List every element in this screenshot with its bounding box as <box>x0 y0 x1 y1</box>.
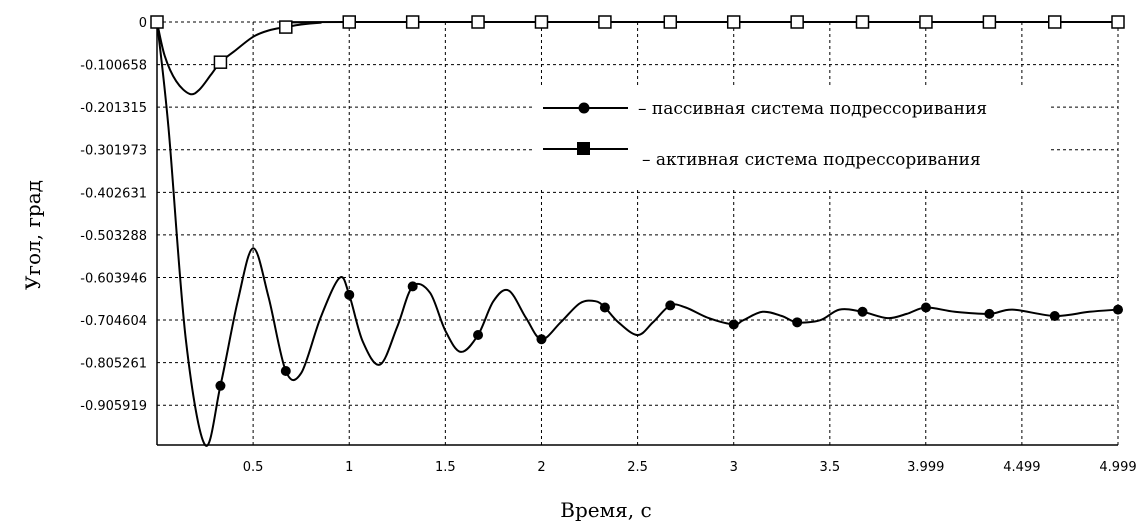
y-tick-label: 0 <box>139 16 147 31</box>
x-axis-title: Время, с <box>560 498 651 522</box>
y-axis-title: Угол, град <box>21 180 45 290</box>
data-point-active <box>982 15 997 29</box>
x-tick-label: 3.999 <box>907 460 944 475</box>
data-point-passive <box>665 300 676 311</box>
legend-marker-passive-icon <box>578 102 590 114</box>
data-point-active <box>1111 15 1125 29</box>
data-point-passive <box>920 302 931 313</box>
series-line-active <box>156 20 1119 96</box>
data-point-passive <box>792 317 803 328</box>
data-point-active <box>405 15 420 29</box>
data-point-passive <box>280 365 291 376</box>
series-markers <box>150 15 1125 391</box>
data-point-active <box>534 15 549 29</box>
data-point-active <box>790 15 804 29</box>
data-point-active <box>663 15 678 29</box>
legend-label-active: – активная система подрессоривания <box>642 150 981 170</box>
x-tick-label: 4.999 <box>1099 460 1136 475</box>
data-point-active <box>855 15 870 29</box>
data-point-active <box>213 55 228 69</box>
data-point-passive <box>215 380 226 391</box>
data-point-passive <box>599 302 610 313</box>
data-point-passive <box>407 281 418 292</box>
x-tick-label: 1.5 <box>435 460 456 475</box>
x-tick-label: 3 <box>730 460 738 475</box>
data-point-active <box>150 15 164 29</box>
y-tick-label: -0.905919 <box>80 399 147 414</box>
legend-marker-active-icon <box>577 142 590 155</box>
y-tick-label: -0.603946 <box>80 271 147 286</box>
x-tick-label: 3.5 <box>819 460 840 475</box>
y-tick-label: -0.301973 <box>80 144 147 159</box>
y-tick-label: -0.402631 <box>80 186 147 201</box>
x-tick-label: 0.5 <box>243 460 264 475</box>
data-point-passive <box>473 330 484 341</box>
y-tick-label: -0.100658 <box>80 59 147 74</box>
data-point-passive <box>1113 304 1123 315</box>
x-tick-labels: 0.5 1 1.5 2 2.5 3 3.5 3.999 4.499 4.999 <box>243 460 1137 475</box>
data-point-passive <box>984 308 995 319</box>
legend: – пассивная система подрессоривания – ак… <box>535 88 1050 188</box>
data-point-active <box>1048 15 1062 29</box>
data-point-passive <box>344 289 355 300</box>
x-tick-label: 1 <box>345 460 353 475</box>
y-tick-label: -0.704604 <box>80 314 147 329</box>
legend-background <box>535 88 1050 188</box>
data-point-active <box>279 20 293 34</box>
data-point-active <box>471 15 485 29</box>
data-point-active <box>919 15 933 29</box>
y-tick-label: -0.201315 <box>80 101 147 116</box>
y-tick-label: -0.805261 <box>80 357 147 372</box>
data-point-active <box>598 15 612 29</box>
data-point-passive <box>1049 310 1060 321</box>
legend-label-passive: – пассивная система подрессоривания <box>638 99 987 119</box>
y-tick-labels: 0 -0.100658 -0.201315 -0.301973 -0.402631 -0.… <box>80 16 147 414</box>
data-point-passive <box>536 334 547 345</box>
grid-lines <box>157 21 1119 445</box>
data-point-passive <box>857 306 868 317</box>
x-tick-label: 2.5 <box>627 460 648 475</box>
x-tick-label: 4.499 <box>1003 460 1040 475</box>
y-tick-label: -0.503288 <box>80 229 147 244</box>
data-point-passive <box>728 319 739 330</box>
plot-frame <box>156 22 1118 446</box>
data-point-active <box>342 15 356 29</box>
x-tick-label: 2 <box>537 460 545 475</box>
data-point-active <box>726 15 741 29</box>
